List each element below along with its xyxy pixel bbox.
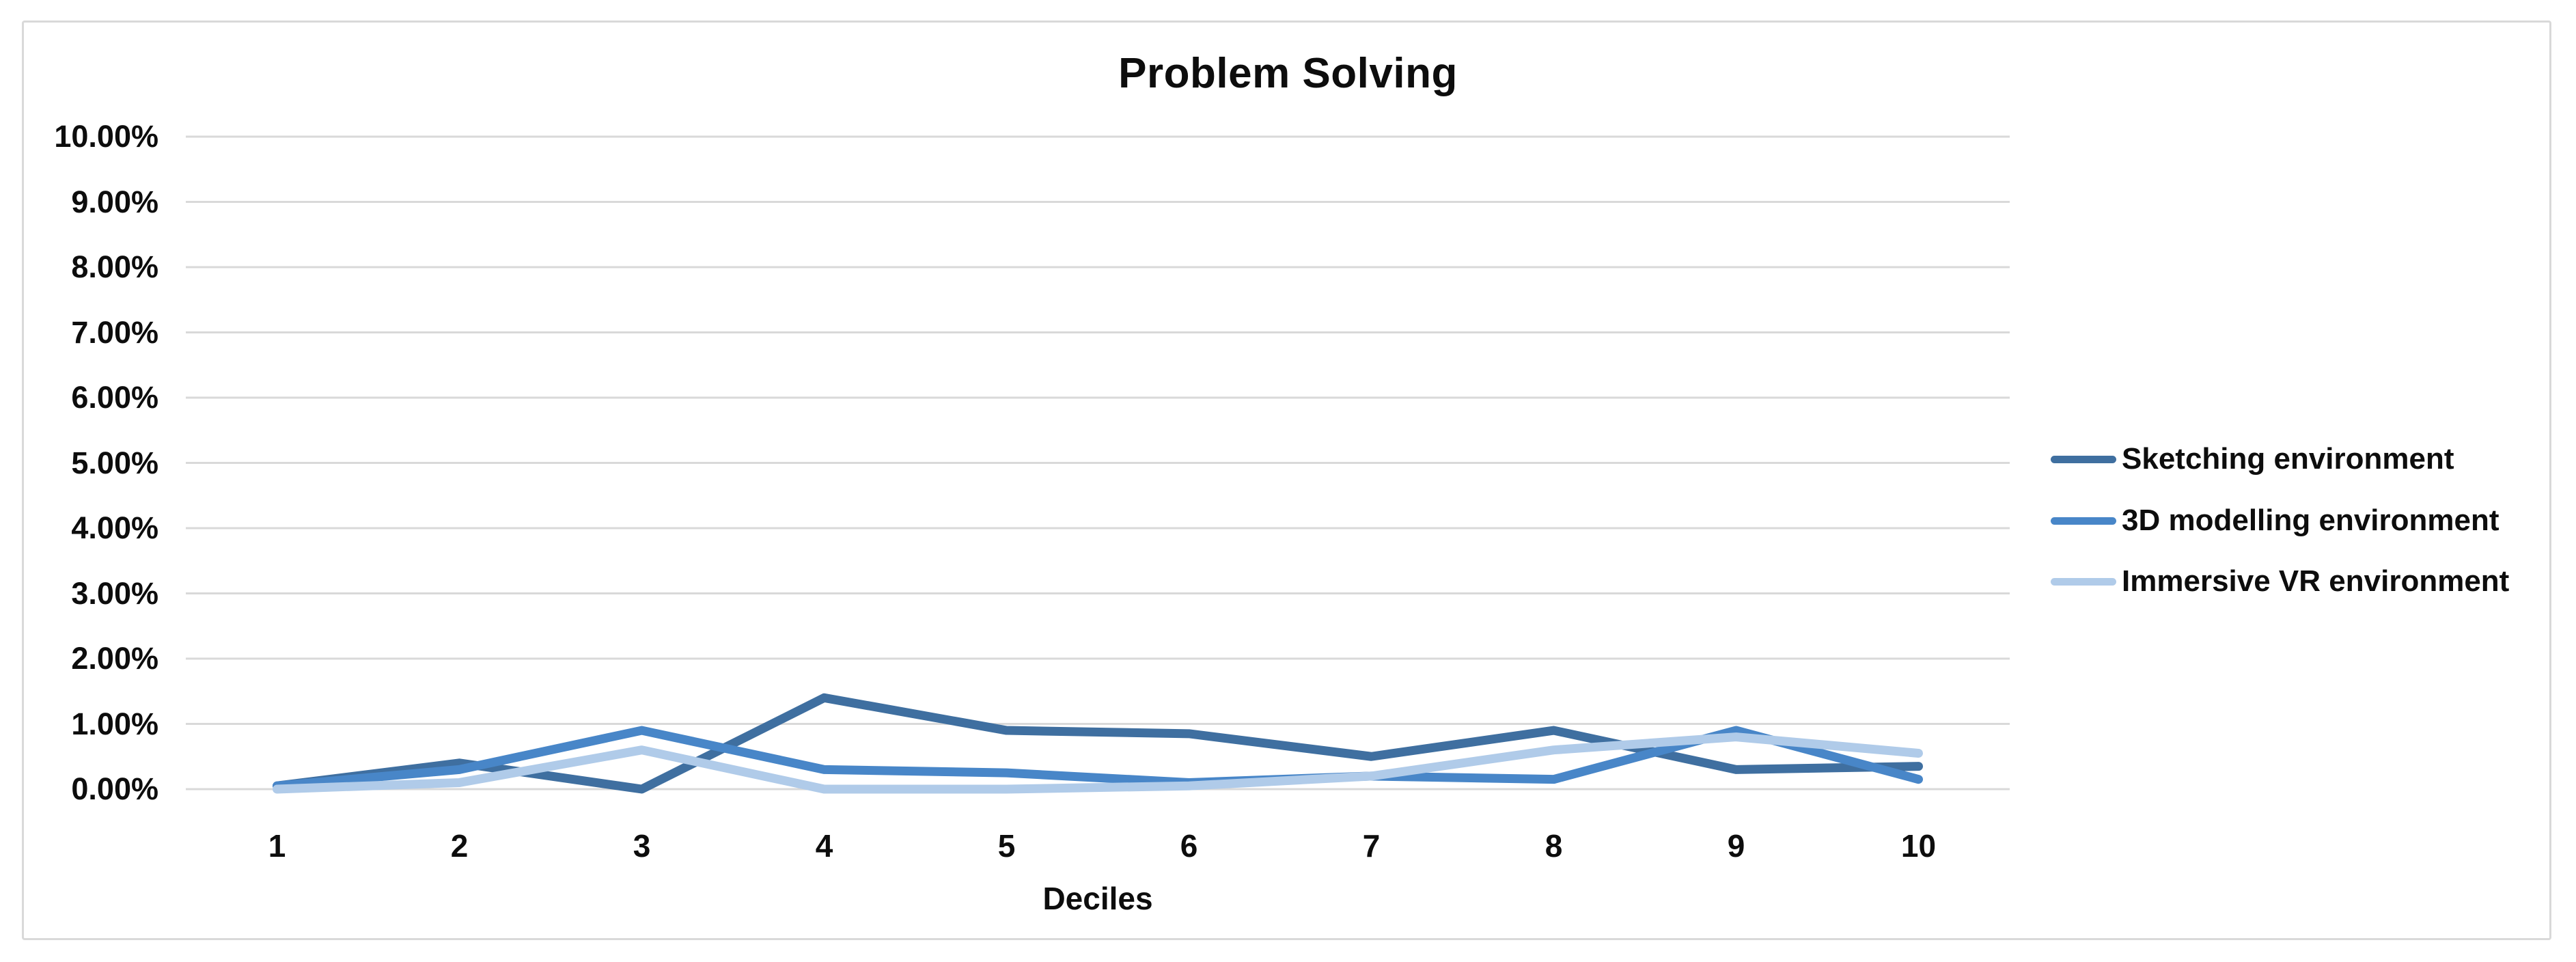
legend-swatch-sketching-environment bbox=[2051, 455, 2116, 463]
x-tick-label: 2 bbox=[450, 828, 469, 864]
legend-label: 3D modelling environment bbox=[2122, 504, 2499, 537]
x-tick-label: 10 bbox=[1900, 828, 1937, 864]
y-tick-label: 10.00% bbox=[54, 119, 158, 154]
chart-title: Problem Solving bbox=[1118, 50, 1458, 97]
y-tick-label: 4.00% bbox=[71, 510, 158, 545]
y-tick-label: 1.00% bbox=[71, 706, 158, 741]
x-tick-label: 9 bbox=[1727, 828, 1745, 864]
x-tick-label: 6 bbox=[1180, 828, 1198, 864]
legend-item-sketching-environment: Sketching environment bbox=[2051, 440, 2454, 478]
y-tick-label: 6.00% bbox=[71, 380, 158, 415]
legend-label: Sketching environment bbox=[2122, 442, 2454, 476]
x-tick-label: 8 bbox=[1545, 828, 1563, 864]
y-tick-label: 5.00% bbox=[71, 445, 158, 480]
legend-item-immersive-vr-environment: Immersive VR environment bbox=[2051, 562, 2509, 601]
x-tick-label: 1 bbox=[268, 828, 286, 864]
series-line-immersive-vr-environment bbox=[273, 732, 1923, 794]
x-axis-title: Deciles bbox=[1042, 881, 1153, 916]
x-tick-label: 5 bbox=[997, 828, 1016, 864]
legend-swatch-3d-modelling-environment bbox=[2051, 517, 2116, 525]
y-tick-label: 9.00% bbox=[71, 184, 158, 219]
x-tick-label: 3 bbox=[633, 828, 651, 864]
series-line-sketching-environment bbox=[273, 693, 1923, 794]
gridlines bbox=[186, 135, 2010, 791]
y-tick-label: 8.00% bbox=[71, 249, 158, 284]
y-tick-label: 7.00% bbox=[71, 314, 158, 350]
series-lines bbox=[273, 693, 1923, 794]
legend-swatch-immersive-vr-environment bbox=[2051, 577, 2116, 586]
series-line-3d-modelling-environment bbox=[273, 726, 1923, 791]
x-tick-label: 4 bbox=[815, 828, 833, 864]
x-tick-label: 7 bbox=[1362, 828, 1381, 864]
legend-item-3d-modelling-environment: 3D modelling environment bbox=[2051, 501, 2499, 540]
y-tick-label: 3.00% bbox=[71, 575, 158, 611]
y-tick-label: 2.00% bbox=[71, 641, 158, 676]
y-tick-label: 0.00% bbox=[71, 771, 158, 806]
legend-label: Immersive VR environment bbox=[2122, 564, 2510, 598]
